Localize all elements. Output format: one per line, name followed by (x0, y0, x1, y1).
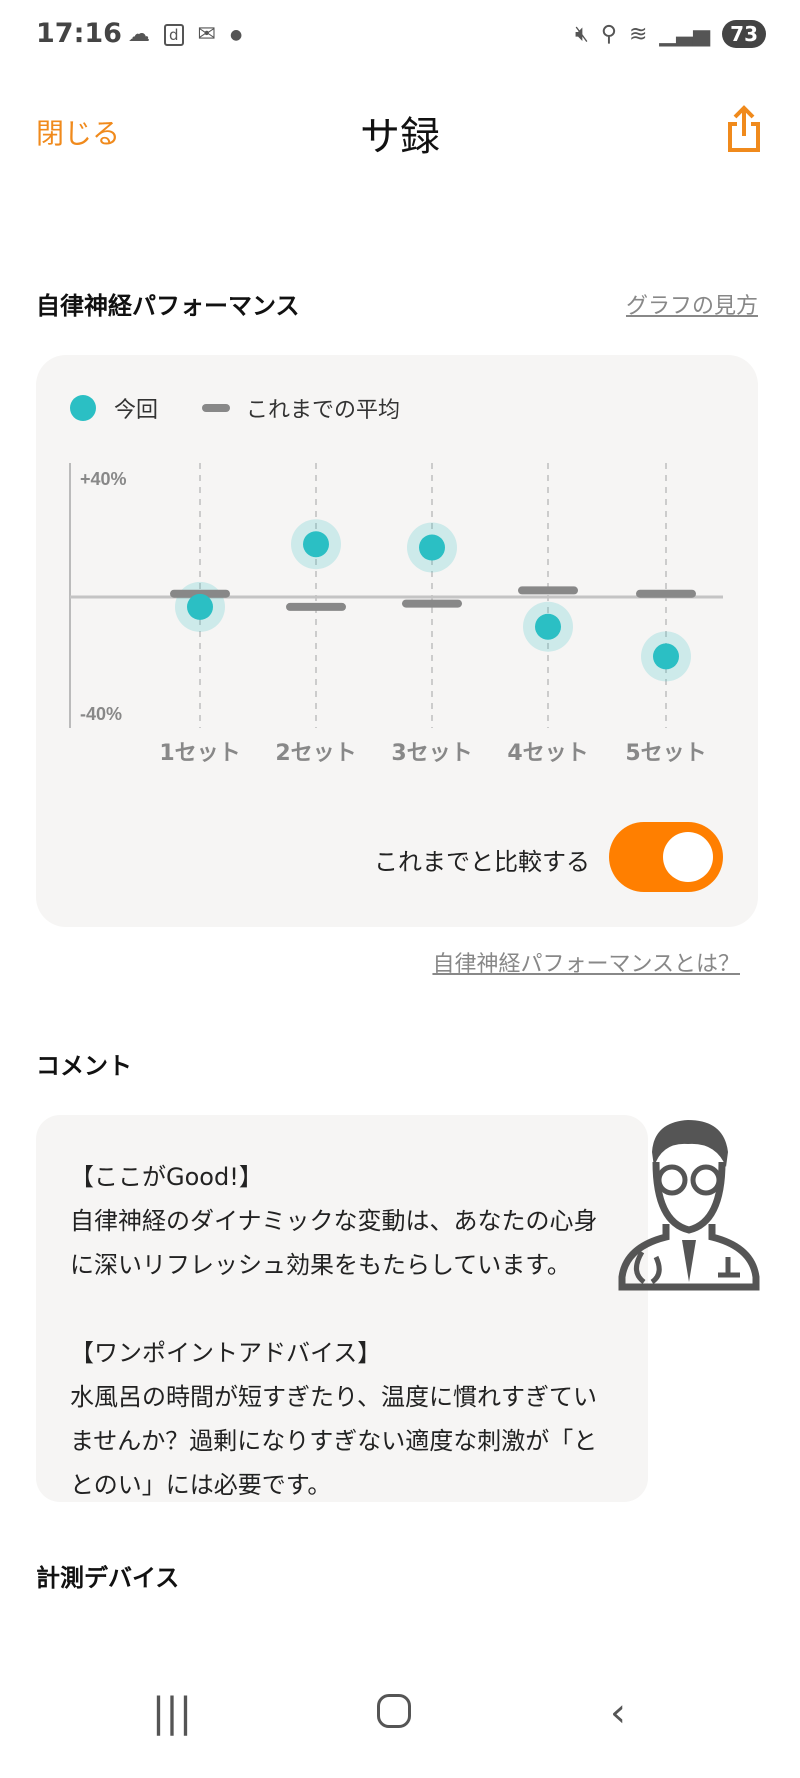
section-title-comment: コメント (36, 1052, 132, 1080)
average-marker (402, 599, 462, 608)
current-point (303, 531, 329, 558)
legend-average-marker (202, 404, 231, 412)
status-time: 17:16 (36, 18, 122, 49)
home-button[interactable] (364, 1692, 424, 1738)
comment-bubble: 【ここがGood!】 自律神経のダイナミックな変動は、あなたの心身に深いリフレッ… (36, 1115, 648, 1502)
page-title: サ録 (360, 114, 440, 160)
mute-icon: 🔇︎ (574, 21, 589, 47)
y-tick-label: +40% (80, 469, 127, 489)
mail-icon: ✉ (197, 22, 216, 47)
section-title-performance: 自律神経パフォーマンス (36, 292, 300, 320)
battery-indicator: 73 (722, 20, 766, 48)
d-app-icon: d (164, 23, 184, 46)
compare-toggle[interactable] (609, 822, 723, 892)
average-marker (636, 589, 696, 598)
legend-current-marker (70, 395, 96, 421)
x-tick-label: 2セット (275, 741, 356, 766)
cloud-icon: ☁ (128, 22, 150, 47)
legend-average-label: これまでの平均 (246, 398, 401, 423)
chart-legend: 今回 これまでの平均 (70, 392, 400, 424)
toggle-knob (663, 832, 713, 882)
x-tick-label: 4セット (507, 741, 588, 766)
dot-icon: ● (229, 26, 243, 43)
system-icons: 🔇︎ ⚲ ≋ ▁▃▅ 73 (575, 20, 766, 48)
back-icon: ‹ (610, 1690, 626, 1736)
doctor-avatar-icon (618, 1120, 760, 1291)
x-tick-label: 3セット (391, 741, 472, 766)
recent-apps-icon: ||| (151, 1690, 193, 1736)
wifi-icon: ≋ (628, 21, 648, 47)
current-point (653, 643, 679, 670)
share-button[interactable] (726, 104, 762, 158)
signal-icon: ▁▃▅ (659, 21, 711, 47)
about-performance-link[interactable]: 自律神経パフォーマンスとは？ (432, 952, 740, 977)
home-icon (377, 1694, 411, 1728)
back-button[interactable]: ‹ (588, 1690, 648, 1736)
share-icon (728, 105, 760, 152)
average-marker (518, 586, 578, 595)
average-marker (170, 589, 230, 598)
y-tick-label: -40% (80, 704, 122, 724)
compare-label: これまでと比較する (374, 848, 590, 876)
legend-current-label: 今回 (114, 398, 159, 423)
location-icon: ⚲ (600, 21, 617, 47)
section-title-device: 計測デバイス (36, 1564, 180, 1592)
current-point (535, 613, 561, 640)
performance-chart: +40% -40% 1セット 2セット 3セット 4セット 5セット (69, 463, 723, 766)
graph-help-link[interactable]: グラフの見方 (625, 294, 758, 319)
x-tick-label: 1セット (159, 741, 240, 766)
x-tick-label: 5セット (625, 741, 706, 766)
close-button[interactable]: 閉じる (36, 117, 121, 150)
current-point (187, 593, 213, 620)
current-point (419, 534, 445, 561)
average-marker (286, 602, 346, 611)
notification-icons: ☁ d ✉ ● (128, 22, 242, 47)
recent-apps-button[interactable]: ||| (142, 1690, 202, 1736)
